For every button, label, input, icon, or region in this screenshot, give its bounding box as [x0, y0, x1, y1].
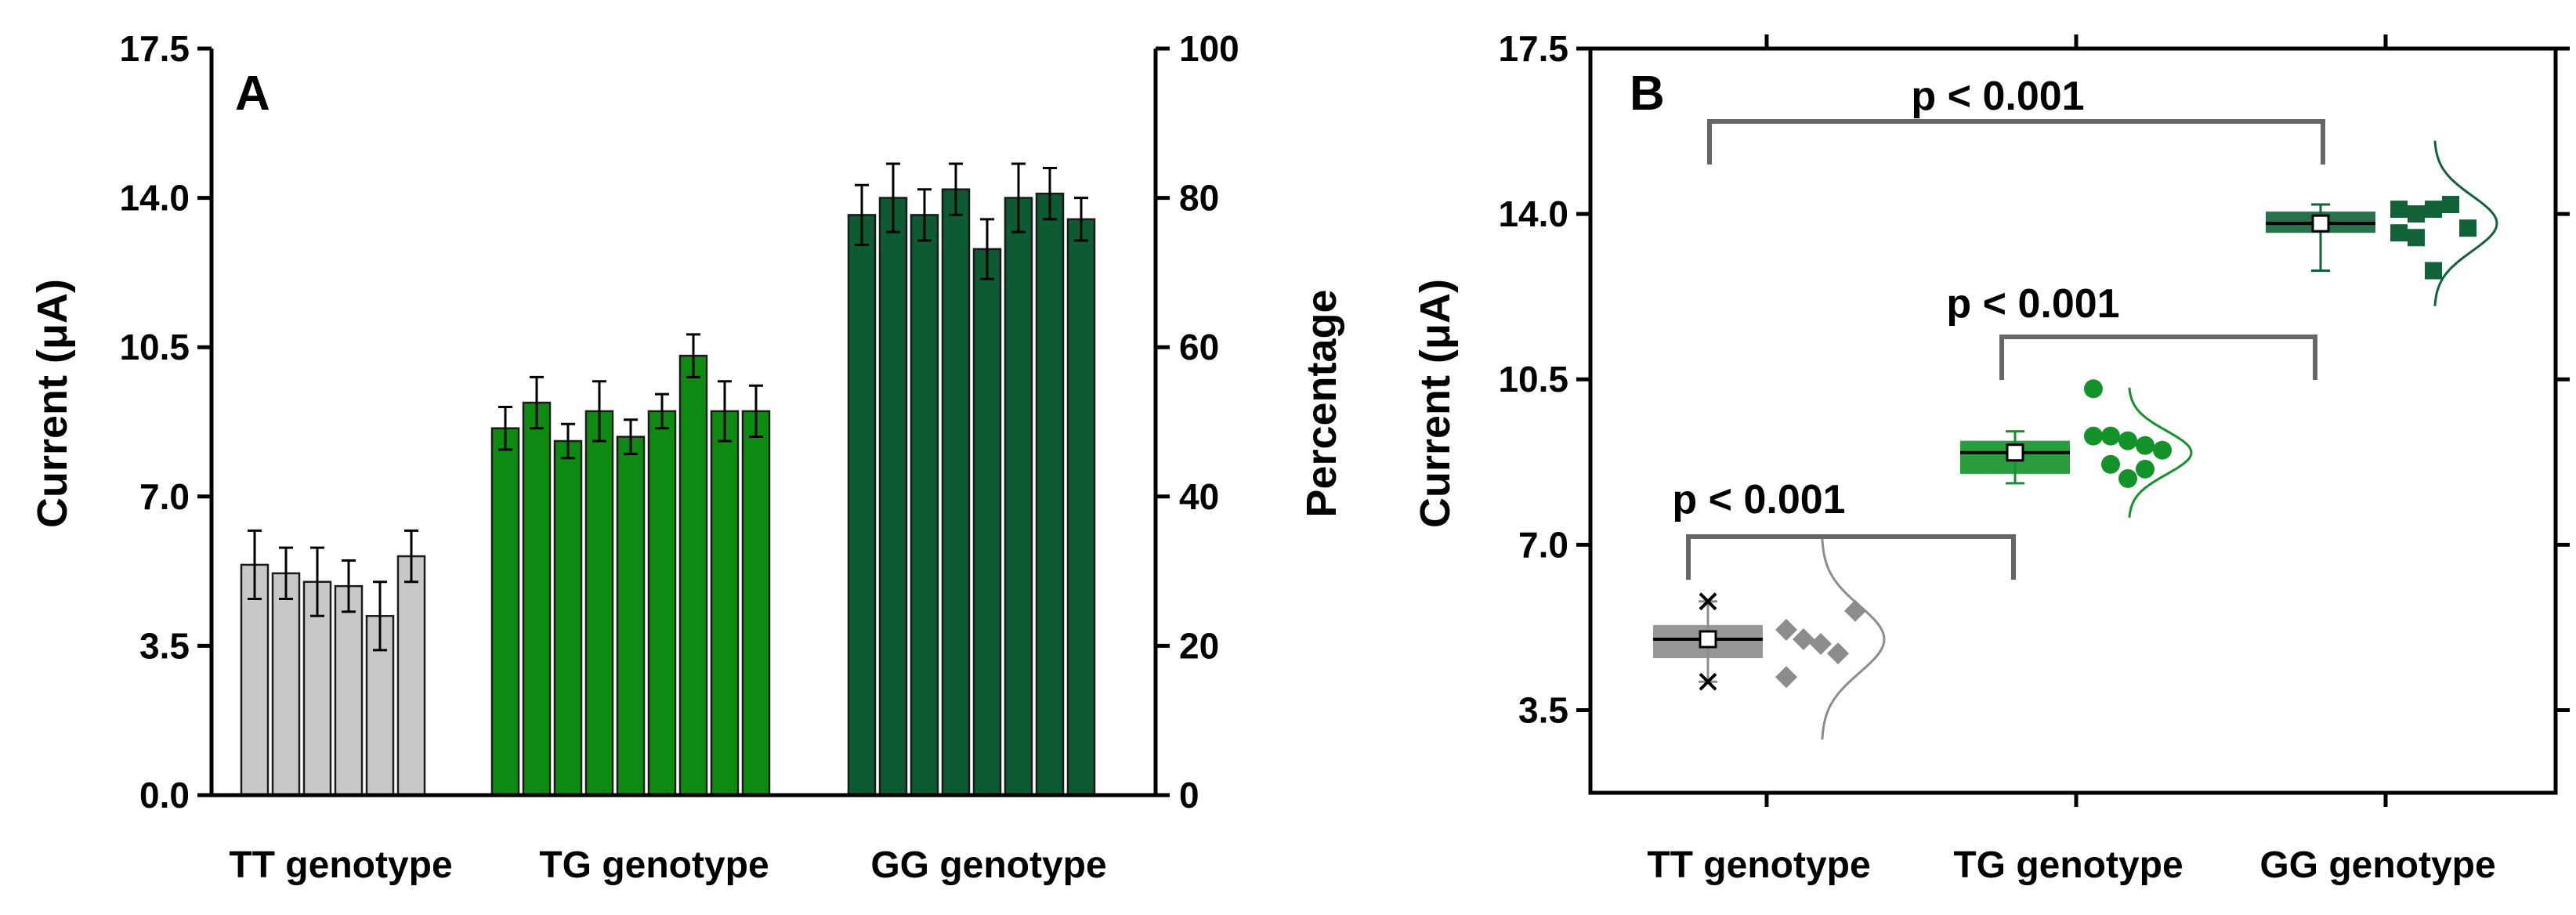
panel-a-bar — [302, 580, 332, 797]
panel-b-point — [2459, 219, 2477, 237]
panel-b-point — [2084, 379, 2103, 399]
panel-a-axes: 0.0 3.5 7.0 10.5 14.0 17.5 0 20 40 60 80 100 — [119, 28, 1239, 816]
panel-a-bar — [741, 410, 771, 797]
panel-b-marks — [1653, 119, 2498, 740]
panel-b-label: B — [1630, 67, 1665, 121]
panel-b-point — [2101, 454, 2120, 474]
panel-a-y2-tick-label: 100 — [1179, 28, 1239, 69]
panel-a-y2-tick-label: 20 — [1179, 625, 1219, 666]
panel-a-y-tick-label: 10.5 — [119, 327, 190, 367]
panel-a-bar — [553, 439, 583, 797]
panel-a-bars — [240, 162, 1096, 797]
panel-b-mean-marker — [2311, 214, 2330, 233]
panel-b-y-tick-label: 14.0 — [1498, 193, 1568, 234]
panel-b-point — [2153, 440, 2172, 460]
panel-b-point — [1810, 633, 1832, 655]
panel-a-bar — [710, 410, 740, 797]
panel-b-point — [2390, 224, 2408, 242]
p-value-tt-tg: p < 0.001 — [1672, 477, 1845, 523]
panel-b-distribution-curve — [1821, 538, 1886, 740]
significance-bracket — [1686, 534, 2016, 580]
significance-bracket — [1707, 119, 2325, 165]
panel-a-bar — [941, 188, 971, 797]
panel-b-mean-marker — [1699, 630, 1717, 649]
chart-panel-a: 0.0 3.5 7.0 10.5 14.0 17.5 0 20 40 60 80 100 A Curr… — [29, 28, 1345, 886]
panel-a-bar — [1066, 218, 1096, 797]
panel-a-bar — [490, 427, 520, 797]
panel-a-bar — [678, 354, 708, 797]
panel-b-y-tick-label: 10.5 — [1498, 359, 1568, 400]
panel-a-label: A — [235, 67, 270, 121]
panel-a-bar — [334, 584, 364, 797]
panel-b-mean-marker — [2006, 443, 2024, 462]
panel-b-point — [2442, 196, 2459, 214]
panel-b-point — [2118, 431, 2137, 450]
chart-panel-b: 3.5 7.0 10.5 14.0 17.5 B Current (μA) TT gen… — [1412, 28, 2570, 886]
panel-b-category-label-gg: GG genotype — [2259, 844, 2495, 886]
panel-b-point — [1793, 627, 1814, 650]
panel-b-point — [2136, 459, 2155, 479]
panel-a-bar — [616, 436, 646, 797]
p-value-tg-gg: p < 0.001 — [1946, 281, 2119, 327]
panel-a-category-label-gg: GG genotype — [870, 844, 1106, 886]
panel-b-point — [1827, 642, 1849, 665]
panel-a-bar — [847, 214, 877, 797]
panel-a-y2-tick-label: 80 — [1179, 178, 1219, 219]
panel-b-outlier-marker — [1699, 672, 1717, 691]
panel-a-bar — [396, 555, 426, 797]
panel-b-category-label-tt: TT genotype — [1647, 844, 1870, 886]
panel-b-point — [2084, 426, 2103, 446]
panel-a-bar — [522, 401, 552, 797]
panel-a-bar — [584, 410, 614, 797]
panel-a-y-axis-title: Current (μA) — [29, 279, 76, 528]
panel-b-point — [1775, 666, 1797, 689]
panel-a-bar — [271, 572, 301, 797]
panel-b-point — [2425, 262, 2442, 280]
panel-b-point — [1775, 618, 1797, 641]
panel-b-point — [2101, 426, 2120, 446]
panel-a-y-tick-label: 14.0 — [119, 178, 190, 219]
panel-b-y-axis-title: Current (μA) — [1412, 279, 1459, 528]
panel-a-bar — [647, 410, 677, 797]
panel-a-bar — [1004, 197, 1033, 797]
panel-b-point — [2425, 201, 2442, 219]
p-value-tt-gg: p < 0.001 — [1911, 74, 2084, 119]
panel-a-y2-axis-title: Percentage — [1298, 289, 1345, 517]
panel-a-y-tick-label: 3.5 — [139, 625, 190, 666]
panel-b-distribution-curve — [2128, 387, 2193, 518]
panel-a-y-tick-label: 17.5 — [119, 28, 190, 69]
panel-b-point — [2390, 201, 2408, 219]
panel-b-point — [2408, 229, 2425, 247]
panel-a-y2-tick-label: 60 — [1179, 327, 1219, 367]
panel-b-y-tick-label: 7.0 — [1518, 524, 1568, 565]
panel-a-y-tick-label: 7.0 — [139, 476, 190, 517]
panel-a-y2-tick-label: 0 — [1179, 775, 1199, 816]
panel-a-y-tick-label: 0.0 — [139, 775, 190, 816]
panel-b-axes: 3.5 7.0 10.5 14.0 17.5 — [1498, 28, 2570, 807]
panel-b-distribution-curve — [2433, 140, 2498, 306]
panel-a-y2-tick-label: 40 — [1179, 476, 1219, 517]
panel-a-bar — [910, 214, 939, 797]
panel-a-bar — [878, 197, 908, 797]
panel-a-bar — [972, 248, 1002, 797]
panel-b-y-tick-label: 3.5 — [1518, 689, 1568, 730]
significance-bracket — [1999, 335, 2317, 380]
panel-b-point — [2136, 436, 2155, 455]
panel-b-category-label-tg: TG genotype — [1953, 844, 2183, 886]
panel-a-category-label-tg: TG genotype — [539, 844, 769, 886]
panel-b-y-tick-label: 17.5 — [1498, 28, 1568, 69]
panel-a-category-label-tt: TT genotype — [229, 844, 452, 886]
panel-a-bar — [1035, 192, 1065, 797]
panel-b-frame — [1588, 46, 2558, 795]
panel-b-point — [2118, 468, 2137, 488]
panel-b-point — [2408, 205, 2425, 223]
panel-b-outlier-marker — [1699, 592, 1717, 611]
